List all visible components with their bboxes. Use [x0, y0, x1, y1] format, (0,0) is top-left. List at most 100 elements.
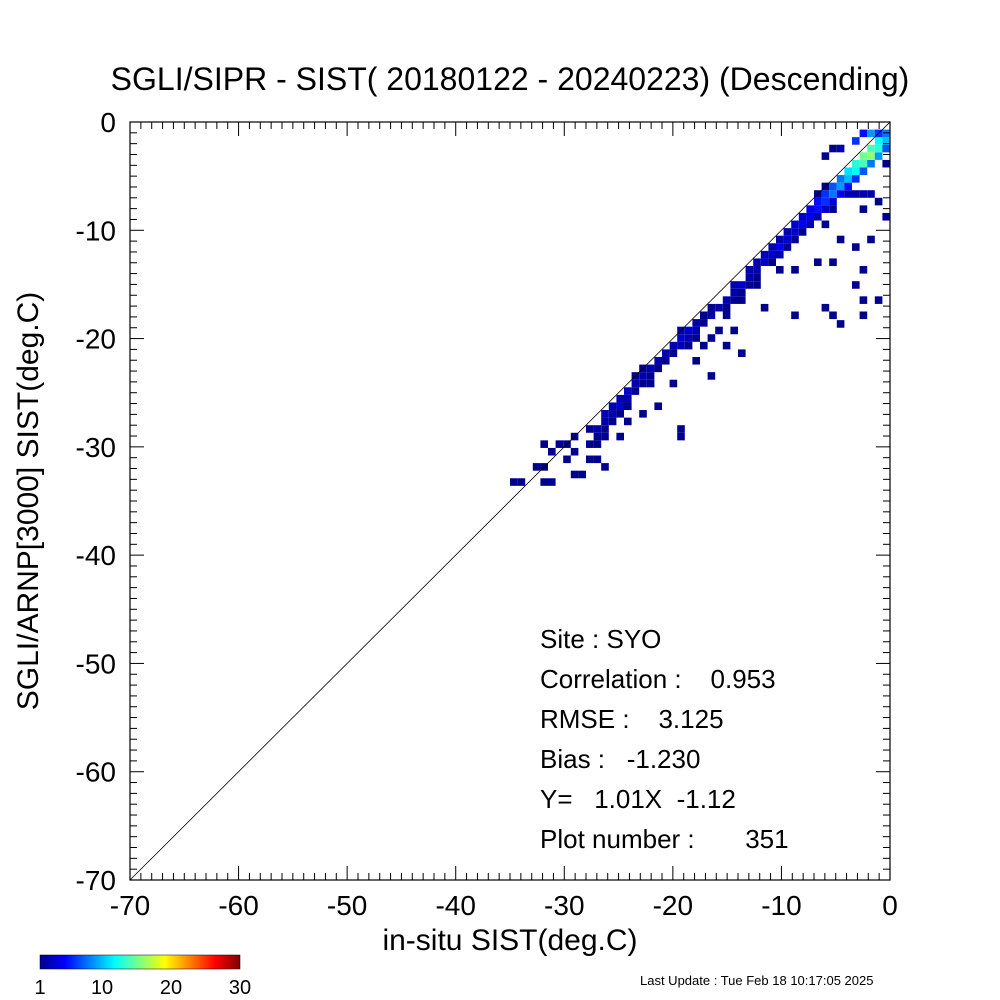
density-cell — [852, 281, 860, 289]
colorbar: 1 10 20 30 — [34, 954, 251, 999]
density-cell — [806, 220, 814, 229]
density-cell — [798, 212, 807, 221]
density-cell — [760, 303, 769, 312]
density-cell — [624, 394, 632, 403]
stats-bias: Bias : -1.230 — [540, 744, 700, 774]
density-cell — [806, 205, 814, 213]
density-cell — [608, 402, 617, 411]
colorbar-tick-label: 20 — [160, 977, 182, 999]
density-cell — [593, 440, 602, 448]
x-tick-label: 0 — [882, 890, 898, 921]
density-cell — [753, 273, 761, 282]
density-cell — [601, 432, 609, 441]
x-tick-label: -40 — [435, 890, 475, 921]
density-cell — [844, 175, 852, 183]
density-cell — [768, 243, 776, 251]
density-cell — [593, 432, 602, 441]
density-cell — [715, 326, 723, 335]
density-cell — [844, 167, 852, 176]
density-cell — [745, 281, 754, 289]
density-cell — [601, 425, 609, 433]
minor-ticks — [129, 121, 891, 881]
last-update: Last Update : Tue Feb 18 10:17:05 2025 — [640, 973, 873, 988]
density-cell — [593, 425, 602, 433]
x-tick-label: -10 — [761, 890, 801, 921]
density-cell — [616, 410, 624, 418]
density-cell — [859, 167, 868, 176]
density-cell — [829, 144, 837, 153]
density-cell — [700, 319, 708, 327]
density-cell — [882, 212, 890, 221]
density-cell — [555, 440, 564, 448]
colorbar-tick-label: 30 — [229, 977, 251, 999]
density-cell — [624, 417, 632, 426]
density-cell — [783, 235, 792, 244]
density-cell — [715, 303, 723, 312]
density-cell — [783, 228, 792, 236]
density-cell — [540, 478, 548, 486]
density-cell — [540, 440, 548, 448]
density-cell — [707, 303, 716, 312]
density-cell — [738, 288, 746, 297]
density-cell — [814, 258, 822, 267]
density-cell — [806, 212, 814, 221]
chart-title: SGLI/SIPR - SIST( 20180122 - 20240223) (… — [111, 61, 910, 97]
colorbar-tick-label: 1 — [34, 977, 45, 999]
density-cell — [745, 273, 754, 282]
density-cell — [745, 266, 754, 274]
density-cell — [791, 235, 799, 244]
density-cell — [829, 311, 837, 320]
density-cell — [829, 197, 837, 206]
density-cell — [631, 387, 640, 395]
density-cell — [700, 341, 708, 350]
density-cell — [814, 197, 822, 206]
density-cell — [859, 159, 868, 168]
x-tick-label: -70 — [110, 890, 150, 921]
stats-site: Site : SYO — [540, 624, 661, 654]
density-cell — [852, 243, 860, 251]
density-cell — [859, 190, 868, 198]
density-cell — [821, 197, 830, 206]
density-cell — [624, 387, 632, 395]
density-cell — [722, 311, 731, 320]
density-cell — [601, 463, 609, 471]
density-cell — [730, 326, 738, 335]
density-cell — [586, 425, 594, 433]
density-cell — [639, 379, 647, 388]
density-cell — [867, 190, 875, 198]
density-cell — [669, 341, 678, 350]
x-tick-label: -60 — [218, 890, 258, 921]
density-cell — [601, 410, 609, 418]
density-cell — [510, 478, 518, 486]
density-cell — [669, 379, 678, 388]
density-cell — [867, 129, 875, 138]
density-cell — [874, 137, 883, 145]
density-cell — [684, 326, 693, 335]
density-cell — [692, 319, 700, 327]
density-cell — [768, 258, 776, 267]
density-cell — [867, 159, 875, 168]
density-cell — [814, 205, 822, 213]
density-cell — [859, 296, 868, 304]
colorbar-tick-labels: 1 10 20 30 — [34, 977, 251, 999]
density-cell — [882, 144, 890, 153]
density-cell — [874, 197, 883, 206]
density-cell — [646, 379, 655, 388]
y-tick-label: -20 — [76, 324, 116, 355]
x-axis-label: in-situ SIST(deg.C) — [382, 924, 637, 957]
density-cell — [707, 334, 716, 342]
density-cell — [791, 311, 799, 320]
density-cell — [874, 296, 883, 304]
density-cell — [836, 182, 845, 191]
density-cell — [776, 235, 784, 244]
density-cell — [692, 356, 700, 365]
density-cell — [722, 303, 731, 312]
density-cell — [821, 220, 830, 229]
density-cell — [601, 417, 609, 426]
density-cell — [821, 205, 830, 213]
colorbar-gradient — [39, 954, 241, 970]
density-cell — [882, 159, 890, 168]
y-tick-label: -40 — [76, 540, 116, 571]
one-to-one-line — [129, 121, 891, 881]
density-cell — [867, 152, 875, 160]
